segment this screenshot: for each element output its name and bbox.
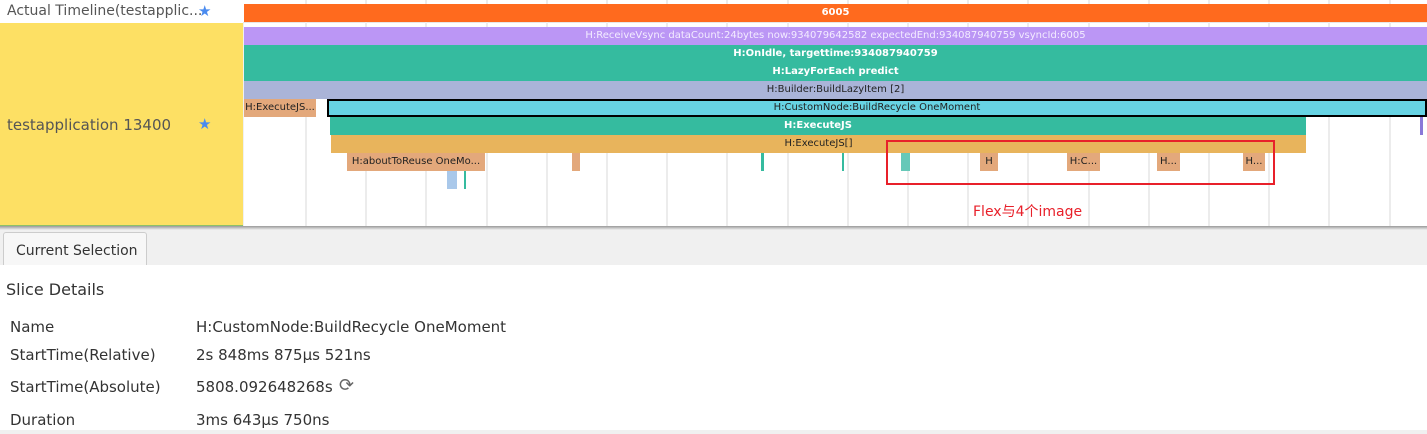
builder-slice[interactable]: H:Builder:BuildLazyItem [2] [244, 81, 1427, 99]
frame-slice[interactable]: 6005 [244, 4, 1427, 22]
start-relative-label: StartTime(Relative) [10, 346, 156, 364]
star-icon[interactable]: ★ [198, 115, 212, 133]
duration-value: 3ms 643μs 750ns [196, 411, 330, 429]
small-slice[interactable] [572, 153, 580, 171]
execute-js-slice[interactable]: H:ExecuteJS [330, 117, 1306, 135]
duration-label: Duration [10, 411, 76, 429]
on-idle-slice[interactable]: H:OnIdle, targettime:934087940759 [244, 45, 1427, 63]
receive-vsync-slice[interactable]: H:ReceiveVsync dataCount:24bytes now:934… [244, 27, 1427, 45]
slice-details-title: Slice Details [6, 280, 105, 299]
small-slice[interactable] [842, 153, 844, 171]
name-value: H:CustomNode:BuildRecycle OneMoment [196, 318, 507, 336]
execute-js-brackets-slice[interactable]: H:ExecuteJS[] [331, 135, 1306, 153]
custom-node-slice-selected[interactable]: H:CustomNode:BuildRecycle OneMoment [327, 99, 1427, 117]
actual-timeline-label-cell[interactable]: Actual Timeline(testapplic... ★ [0, 0, 243, 23]
name-label: Name [10, 318, 55, 336]
start-absolute-label: StartTime(Absolute) [10, 378, 161, 396]
actual-timeline-label: Actual Timeline(testapplic... [7, 3, 203, 19]
start-absolute-value: 5808.092648268s [196, 378, 333, 396]
image-slice-2[interactable]: H:C... [1067, 153, 1100, 171]
small-slice[interactable] [901, 153, 910, 171]
star-icon[interactable]: ★ [198, 2, 212, 20]
image-slice-3[interactable]: H... [1157, 153, 1180, 171]
small-slice[interactable] [447, 171, 457, 189]
process-track-header[interactable]: testapplication 13400 ★ [0, 23, 243, 226]
panel-divider[interactable] [0, 226, 1427, 230]
small-slice[interactable] [464, 171, 466, 189]
about-to-reuse-slice[interactable]: H:aboutToReuse OneMo... [347, 153, 485, 171]
small-slice[interactable] [1420, 117, 1423, 135]
image-slice-1[interactable]: H [980, 153, 998, 171]
execute-js-short-slice[interactable]: H:ExecuteJS... [244, 99, 316, 117]
start-relative-value: 2s 848ms 875μs 521ns [196, 346, 371, 364]
annotation-text: Flex与4个image [973, 204, 1083, 220]
annotation-box [886, 140, 1275, 185]
slice-details-panel: Slice Details Name H:CustomNode:BuildRec… [0, 265, 1427, 430]
image-slice-4[interactable]: H... [1243, 153, 1265, 171]
process-label: testapplication 13400 [7, 116, 172, 134]
lazy-for-each-slice[interactable]: H:LazyForEach predict [244, 63, 1427, 81]
refresh-icon[interactable]: ⟳ [339, 375, 355, 396]
tab-current-selection[interactable]: Current Selection [3, 232, 147, 266]
small-slice[interactable] [761, 153, 764, 171]
